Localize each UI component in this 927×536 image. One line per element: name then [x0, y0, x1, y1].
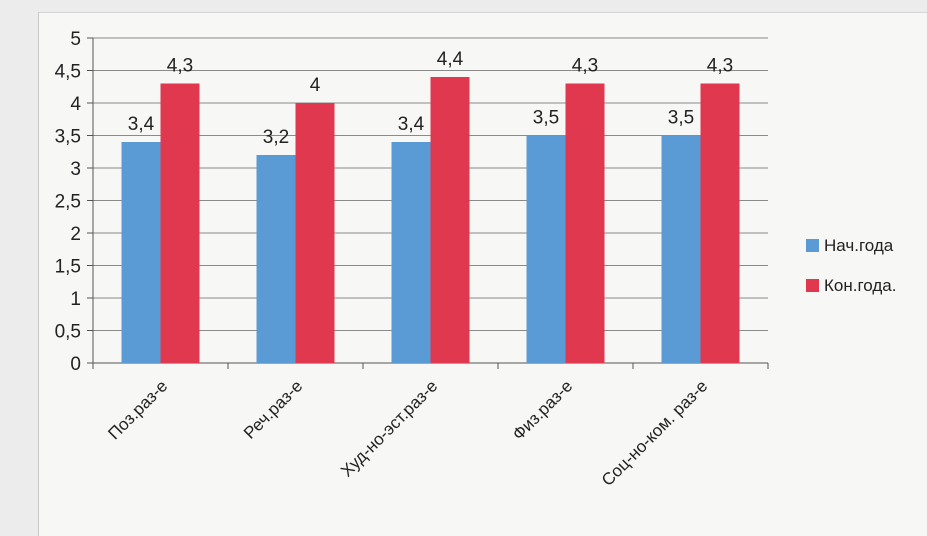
bar [430, 77, 470, 363]
y-tick-label: 3,5 [55, 127, 81, 148]
y-tick-label: 1 [70, 289, 81, 310]
x-axis: Поз.раз-е Реч.раз-е Худ-но-эст.раз-е Физ.ра… [92, 362, 769, 490]
x-tick-label: Соц-но-ком. раз-е [598, 376, 711, 489]
data-label: 3,5 [668, 108, 694, 129]
y-tick-label: 4,5 [55, 62, 81, 83]
bar [391, 142, 431, 363]
bar [526, 135, 566, 363]
y-tick-label: 2 [70, 224, 81, 245]
data-label: 4,3 [572, 56, 598, 77]
bar [295, 103, 335, 363]
y-tick-label: 0,5 [55, 322, 81, 343]
data-label: 3,4 [398, 114, 425, 135]
bar [160, 83, 200, 363]
y-tick-label: 4 [70, 94, 81, 115]
legend-swatch [806, 239, 819, 252]
bar [700, 83, 740, 363]
data-label: 3,4 [128, 114, 155, 135]
bar [256, 155, 296, 363]
x-tick-label: Физ.раз-е [509, 376, 577, 444]
data-label: 4,3 [167, 56, 193, 77]
bar [565, 83, 605, 363]
y-tick-label: 2,5 [55, 192, 81, 213]
data-label: 3,5 [533, 108, 559, 129]
bar [121, 142, 161, 363]
legend-swatch [806, 279, 819, 292]
legend: Нач.года Кон.года. [806, 236, 896, 295]
x-tick-label: Реч.раз-е [240, 376, 306, 442]
data-label: 4 [310, 75, 321, 96]
y-tick-label: 0 [70, 354, 81, 375]
legend-label: Нач.года [824, 236, 894, 255]
data-label: 4,3 [707, 56, 733, 77]
data-labels: 3,4 4,3 3,2 4 3,4 4,4 3,5 4,3 3,5 4,3 [128, 49, 733, 148]
legend-label: Кон.года. [824, 276, 896, 295]
data-label: 4,4 [437, 49, 464, 70]
y-tick-label: 5 [70, 29, 81, 50]
bar [661, 135, 701, 363]
y-axis: 0 0,5 1 1,5 2 2,5 3 3,5 4 4,5 5 [55, 29, 94, 375]
y-tick-label: 1,5 [55, 257, 81, 278]
bars [121, 77, 740, 363]
data-label: 3,2 [263, 127, 289, 148]
x-tick-label: Худ-но-эст.раз-е [337, 376, 441, 480]
x-tick-label: Поз.раз-е [104, 376, 171, 443]
y-tick-label: 3 [70, 159, 81, 180]
